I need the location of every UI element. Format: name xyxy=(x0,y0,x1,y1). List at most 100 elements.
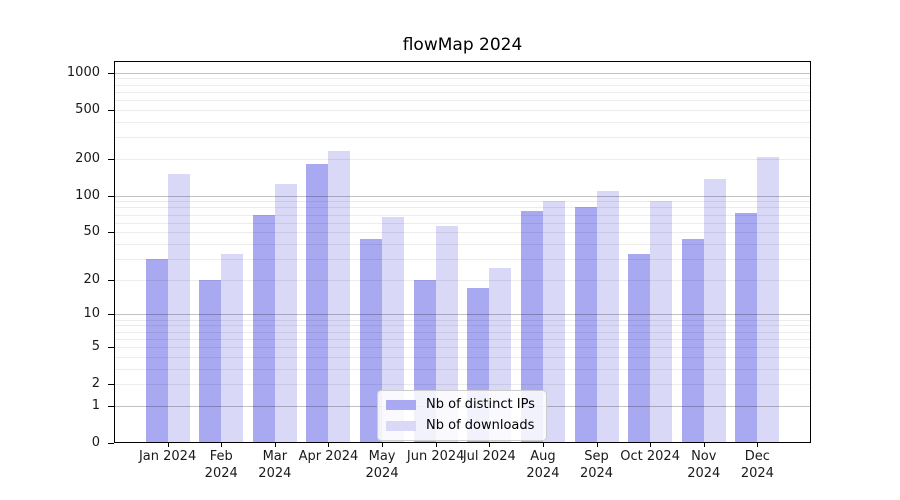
y-gridline-minor xyxy=(114,368,811,370)
x-tick-mark xyxy=(167,443,169,447)
x-tick-mark xyxy=(703,443,705,447)
y-gridline-minor xyxy=(114,201,811,203)
bar-downloads-mar xyxy=(274,183,297,443)
y-gridline-major xyxy=(114,72,811,74)
x-tick-mark xyxy=(221,443,223,447)
x-tick-label: Mar 2024 xyxy=(258,449,292,481)
y-tick-mark xyxy=(108,384,114,386)
y-tick-mark xyxy=(108,314,114,316)
y-gridline-minor xyxy=(114,109,811,111)
y-tick-label: 5 xyxy=(91,338,100,354)
x-tick-mark xyxy=(382,443,384,447)
y-gridline-minor xyxy=(114,78,811,80)
bar-downloads-jan xyxy=(167,174,190,443)
bar-downloads-nov xyxy=(703,178,726,443)
y-gridline-minor xyxy=(114,137,811,139)
x-tick-mark xyxy=(435,443,437,447)
bar-ips-mar xyxy=(252,214,275,443)
bar-ips-jan xyxy=(145,258,168,443)
x-tick-label: Jan 2024 xyxy=(138,449,197,464)
y-gridline-minor xyxy=(114,214,811,216)
y-gridline-minor xyxy=(114,325,811,327)
y-gridline-minor xyxy=(114,319,811,321)
y-tick-mark xyxy=(108,72,114,74)
x-tick-mark xyxy=(542,443,544,447)
y-tick-mark xyxy=(108,109,114,111)
x-tick-mark xyxy=(274,443,276,447)
legend-swatch-icon xyxy=(386,421,416,431)
x-tick-mark xyxy=(757,443,759,447)
legend-item: Nb of distinct IPs xyxy=(386,397,535,413)
y-tick-label: 2 xyxy=(91,376,100,392)
x-tick-label: Oct 2024 xyxy=(620,449,680,464)
y-tick-label: 500 xyxy=(75,101,100,117)
x-tick-mark xyxy=(328,443,330,447)
y-gridline-minor xyxy=(114,331,811,333)
y-gridline-major xyxy=(114,195,811,197)
bar-ips-sep xyxy=(574,207,597,443)
y-gridline-minor xyxy=(114,91,811,93)
x-tick-label: Jun 2024 xyxy=(406,449,465,464)
y-gridline-minor xyxy=(114,121,811,123)
x-tick-mark xyxy=(489,443,491,447)
bar-downloads-apr xyxy=(328,151,351,443)
bar-downloads-feb xyxy=(221,254,244,443)
legend-item: Nb of downloads xyxy=(386,418,535,434)
x-tick-label: May 2024 xyxy=(365,449,399,481)
y-tick-mark xyxy=(108,232,114,234)
x-tick-label: Feb 2024 xyxy=(204,449,238,481)
y-gridline-minor xyxy=(114,279,811,281)
y-gridline-minor xyxy=(114,222,811,224)
bar-ips-apr xyxy=(306,164,329,443)
y-tick-mark xyxy=(108,158,114,160)
x-tick-mark xyxy=(650,443,652,447)
legend-label: Nb of downloads xyxy=(426,418,535,433)
y-gridline-minor xyxy=(114,207,811,209)
bar-downloads-jun xyxy=(435,226,458,443)
x-tick-mark xyxy=(596,443,598,447)
x-tick-label: Dec 2024 xyxy=(740,449,774,481)
legend-label: Nb of distinct IPs xyxy=(426,397,535,412)
x-tick-label: Aug 2024 xyxy=(526,449,560,481)
y-tick-label: 50 xyxy=(83,224,100,240)
y-gridline-major xyxy=(114,314,811,316)
bar-downloads-oct xyxy=(650,200,673,443)
x-tick-label: Sep 2024 xyxy=(579,449,614,481)
y-tick-label: 10 xyxy=(83,306,100,322)
y-gridline-minor xyxy=(114,100,811,102)
x-tick-label: Apr 2024 xyxy=(298,449,359,464)
y-tick-mark xyxy=(108,405,114,407)
y-gridline-minor xyxy=(114,243,811,245)
bar-downloads-sep xyxy=(596,190,619,443)
y-tick-label: 20 xyxy=(83,271,100,287)
bar-ips-dec xyxy=(735,213,758,443)
y-tick-mark xyxy=(108,346,114,348)
bar-downloads-may xyxy=(382,216,405,443)
bar-ips-feb xyxy=(199,279,222,443)
y-gridline-minor xyxy=(114,356,811,358)
x-tick-label: Nov 2024 xyxy=(687,449,721,481)
y-tick-mark xyxy=(108,279,114,281)
bar-ips-nov xyxy=(681,238,704,443)
y-tick-label: 1 xyxy=(91,397,100,413)
y-tick-mark xyxy=(108,195,114,197)
y-tick-mark xyxy=(108,443,114,444)
bar-ips-oct xyxy=(628,254,651,443)
y-tick-label: 0 xyxy=(91,435,100,450)
y-gridline-minor xyxy=(114,232,811,234)
y-gridline-minor xyxy=(114,338,811,340)
y-gridline-minor xyxy=(114,258,811,260)
bar-downloads-dec xyxy=(757,157,780,443)
y-gridline-minor xyxy=(114,384,811,386)
y-tick-label: 100 xyxy=(75,187,100,203)
legend: Nb of distinct IPs Nb of downloads xyxy=(377,390,547,441)
chart-title: flowMap 2024 xyxy=(402,35,523,55)
bar-ips-may xyxy=(360,238,383,443)
y-gridline-minor xyxy=(114,158,811,160)
bar-downloads-aug xyxy=(542,201,565,443)
y-gridline-minor xyxy=(114,84,811,86)
legend-swatch-icon xyxy=(386,400,416,410)
bar-ips-aug xyxy=(520,210,543,443)
y-gridline-minor xyxy=(114,346,811,348)
